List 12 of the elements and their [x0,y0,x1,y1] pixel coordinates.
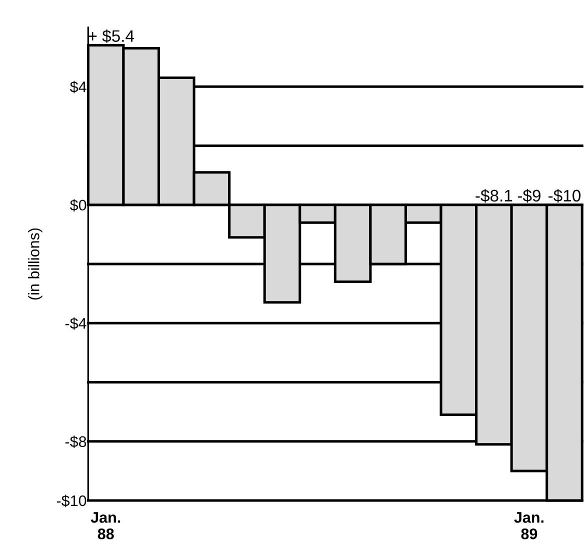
y-tick-label: $4 [70,80,86,94]
x-tick-label: Jan. 88 [90,512,120,540]
y-tick-label: -$8 [65,436,86,448]
y-tick-label: -$10 [56,494,86,508]
data-label: -$8.1 [476,189,512,203]
data-label: -$10 [548,189,581,203]
data-label: -$9 [518,189,540,203]
data-label: + $5.4 [88,29,134,43]
y-axis-title: (in billions) [28,228,42,300]
x-tick-label: Jan. 89 [514,512,544,540]
y-tick-label: $0 [70,199,86,212]
y-tick-label: -$4 [65,317,86,330]
